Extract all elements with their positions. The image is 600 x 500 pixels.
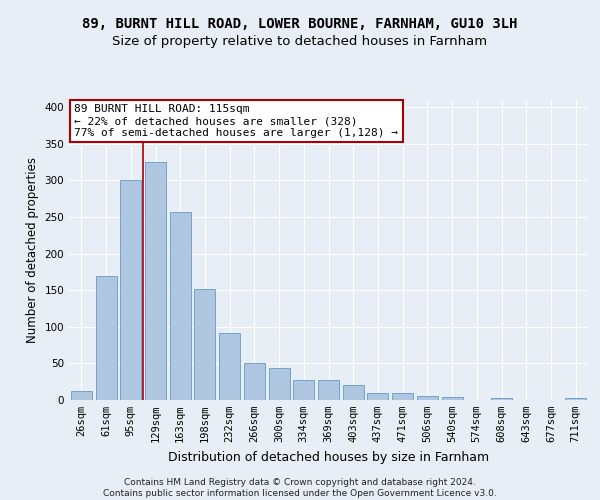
Bar	[343, 386, 364, 400]
Bar	[120, 180, 141, 400]
X-axis label: Distribution of detached houses by size in Farnham: Distribution of detached houses by size …	[168, 450, 489, 464]
Bar	[244, 364, 265, 400]
Bar	[219, 334, 240, 400]
Bar	[491, 398, 512, 400]
Bar	[442, 397, 463, 400]
Text: Size of property relative to detached houses in Farnham: Size of property relative to detached ho…	[112, 35, 488, 48]
Bar	[565, 398, 586, 400]
Bar	[95, 276, 116, 400]
Bar	[417, 396, 438, 400]
Text: 89, BURNT HILL ROAD, LOWER BOURNE, FARNHAM, GU10 3LH: 89, BURNT HILL ROAD, LOWER BOURNE, FARNH…	[82, 18, 518, 32]
Bar	[145, 162, 166, 400]
Bar	[318, 380, 339, 400]
Bar	[293, 380, 314, 400]
Bar	[71, 391, 92, 400]
Y-axis label: Number of detached properties: Number of detached properties	[26, 157, 39, 343]
Text: 89 BURNT HILL ROAD: 115sqm
← 22% of detached houses are smaller (328)
77% of sem: 89 BURNT HILL ROAD: 115sqm ← 22% of deta…	[74, 104, 398, 138]
Text: Contains HM Land Registry data © Crown copyright and database right 2024.
Contai: Contains HM Land Registry data © Crown c…	[103, 478, 497, 498]
Bar	[367, 392, 388, 400]
Bar	[392, 392, 413, 400]
Bar	[194, 289, 215, 400]
Bar	[170, 212, 191, 400]
Bar	[269, 368, 290, 400]
